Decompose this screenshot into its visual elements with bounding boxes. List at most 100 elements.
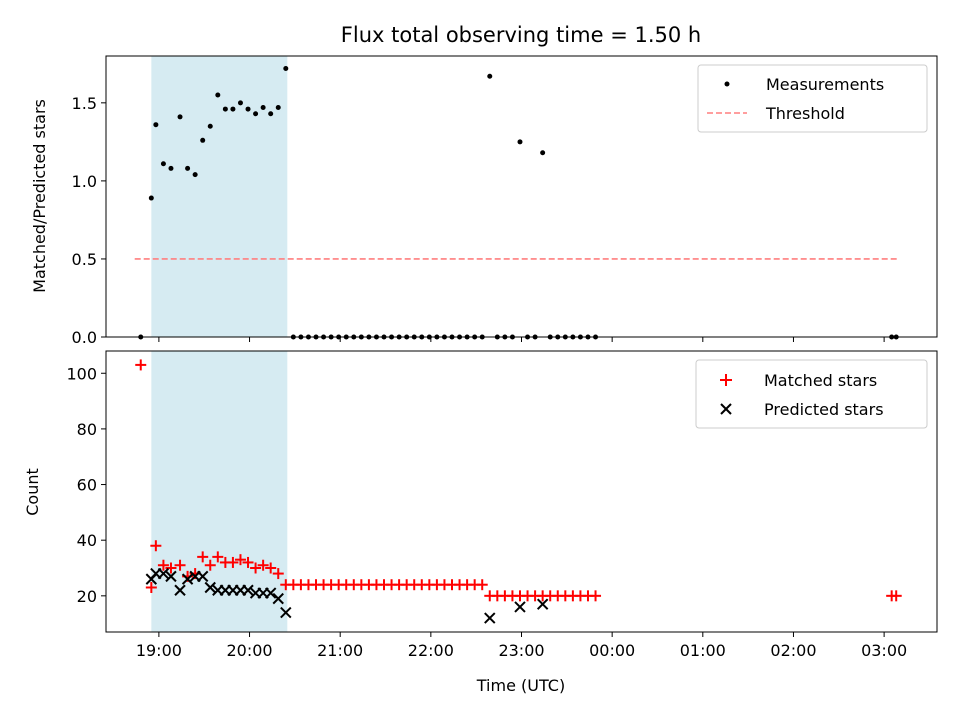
bottom-y-tick-label-2: 60: [77, 476, 97, 495]
measurement-point-17: [268, 111, 274, 117]
measurement-point-14: [245, 106, 251, 112]
top-y-tick-label-0: 0.0: [72, 328, 97, 347]
predicted-star-point-17: [272, 592, 284, 605]
measurement-point-8: [200, 137, 206, 143]
measurement-point-4: [168, 165, 174, 171]
top-chart-title: Flux total observing time = 1.50 h: [341, 23, 701, 47]
top-y-ticks: 0.0 0.5 1.0 1.5: [72, 94, 106, 347]
top-y-tick-label-1: 0.5: [72, 250, 97, 269]
observing-interval-shade-top: [151, 56, 288, 337]
bottom-x-axis-label: Time (UTC): [476, 676, 565, 695]
matched-star-point-13: [234, 554, 246, 566]
measurement-point-6: [185, 165, 191, 171]
matched-star-point-2: [150, 540, 162, 552]
bottom-x-tick-label-5: 00:00: [589, 641, 635, 660]
matched-star-point-10: [212, 551, 224, 563]
predicted-star-point-21: [536, 598, 549, 610]
legend-threshold-label: Threshold: [765, 104, 845, 123]
bottom-x-tick-label-2: 21:00: [317, 641, 363, 660]
matched-star-point-1: [145, 581, 157, 593]
bottom-x-tick-label-3: 22:00: [408, 641, 454, 660]
legend-measurements-label: Measurements: [766, 75, 884, 94]
bottom-x-tick-label-1: 20:00: [226, 641, 272, 660]
bottom-axes-frame: [105, 350, 938, 633]
bottom-x-tick-label-0: 19:00: [136, 641, 182, 660]
legend-measurements-marker: [724, 81, 730, 87]
measurement-point-10: [215, 92, 221, 98]
predicted-star-point-20: [514, 601, 526, 613]
matched-star-point-9: [204, 559, 216, 571]
bottom-x-ticks: 19:00 20:00 21:00 22:00 23:00 00:00 01:00 02:00…: [136, 632, 907, 660]
matched-star-point-18: [272, 568, 284, 580]
measurement-point-3: [160, 161, 166, 167]
measurement-point-2: [153, 122, 159, 128]
measurement-point-12: [230, 106, 236, 112]
bottom-x-tick-label-6: 01:00: [680, 641, 726, 660]
top-x-ticks: [158, 337, 885, 342]
measurement-point-5: [177, 114, 183, 120]
legend-predicted-marker: [720, 403, 732, 415]
predicted-star-point-4: [174, 584, 186, 596]
bottom-y-tick-label-1: 40: [77, 531, 97, 550]
measurement-point-16: [260, 105, 266, 111]
top-axes-frame: [105, 55, 938, 338]
matched-star-point-62: [890, 590, 902, 602]
matched-star-point-60: [590, 590, 602, 602]
top-legend-box: [697, 64, 928, 133]
matched-star-point-17: [265, 562, 277, 574]
measurement-point-53: [540, 150, 546, 156]
bottom-y-axis-label: Count: [23, 468, 42, 516]
predicted-star-point-3: [165, 570, 177, 583]
top-y-tick-label-3: 1.5: [72, 94, 97, 113]
measurement-point-19: [283, 65, 289, 71]
predicted-star-point-8: [204, 581, 216, 594]
measurement-point-50: [517, 139, 523, 145]
matched-star-point-45: [476, 579, 488, 591]
top-y-axis-label: Matched/Predicted stars: [30, 99, 49, 293]
measurement-point-1: [148, 195, 154, 201]
legend-matched-label: Matched stars: [764, 371, 877, 390]
predicted-star-point-19: [484, 612, 496, 624]
matched-star-point-4: [165, 562, 177, 574]
measurement-point-7: [192, 172, 198, 178]
predicted-star-point-18: [280, 606, 292, 619]
top-panel: 0.0 0.5 1.0 1.5 Flux total observing time =…: [30, 23, 938, 347]
observing-interval-shade-bottom: [151, 351, 288, 632]
matched-star-point-16: [257, 559, 269, 571]
bottom-legend: Matched stars Predicted stars: [695, 359, 928, 429]
predicted-star-point-2: [157, 567, 170, 580]
bottom-y-tick-label-4: 100: [66, 364, 97, 383]
bottom-y-ticks: 20 40 60 80 100: [66, 364, 106, 606]
bottom-y-tick-label-3: 80: [77, 420, 97, 439]
predicted-star-points: [145, 567, 549, 624]
bottom-y-tick-label-0: 20: [77, 587, 97, 606]
bottom-legend-box: [695, 359, 928, 429]
bottom-x-tick-label-7: 02:00: [770, 641, 816, 660]
bottom-x-tick-label-4: 23:00: [498, 641, 544, 660]
measurement-point-46: [487, 73, 493, 79]
legend-predicted-label: Predicted stars: [764, 400, 884, 419]
predicted-star-point-13: [242, 584, 254, 596]
measurement-point-9: [207, 123, 213, 129]
measurement-point-18: [275, 105, 281, 111]
matched-star-point-12: [227, 556, 239, 568]
measurement-point-11: [222, 106, 228, 112]
measurement-point-15: [253, 111, 259, 117]
matched-star-point-14: [242, 556, 254, 568]
predicted-star-point-5: [181, 573, 194, 585]
measurement-point-13: [237, 100, 243, 106]
bottom-x-tick-label-8: 03:00: [861, 641, 907, 660]
matched-star-point-15: [250, 562, 262, 574]
bottom-panel: 20 40 60 80 100 19:00 20:00 21:00 22:00 23:00 00:…: [23, 350, 938, 695]
top-legend: Measurements Threshold: [697, 64, 928, 133]
matched-star-points: [135, 359, 902, 602]
matched-star-point-8: [197, 551, 209, 563]
predicted-star-point-7: [196, 570, 209, 583]
matched-star-point-5: [174, 559, 186, 571]
predicted-star-point-16: [264, 587, 277, 599]
matched-star-point-3: [157, 559, 169, 571]
top-y-tick-label-2: 1.0: [72, 172, 97, 191]
matched-star-point-0: [135, 359, 147, 371]
legend-matched-marker: [720, 374, 732, 386]
